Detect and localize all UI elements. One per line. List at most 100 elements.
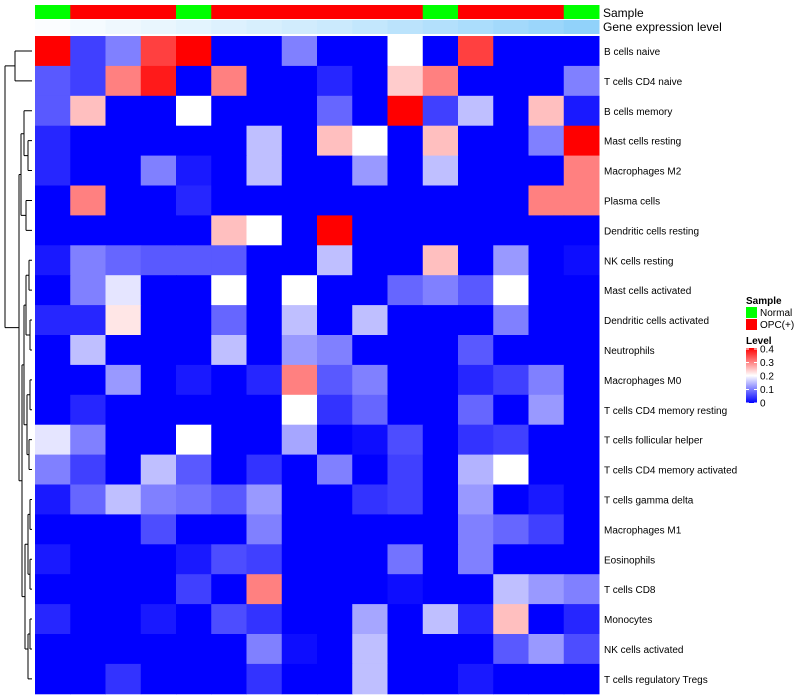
legend-opc-swatch <box>746 319 757 330</box>
heatmap-cell <box>493 634 529 665</box>
heatmap-cell <box>70 364 106 396</box>
heatmap-cell <box>105 95 142 127</box>
heatmap-cell <box>528 574 565 605</box>
heatmap-cell <box>246 484 283 515</box>
row-label: Dendritic cells resting <box>604 226 699 237</box>
heatmap-cell <box>493 215 529 246</box>
heatmap-cell <box>387 335 424 366</box>
heatmap-cell <box>528 215 565 246</box>
heatmap-cell <box>70 36 106 67</box>
heatmap-cell <box>35 275 71 306</box>
heatmap-cell <box>35 364 71 396</box>
heatmap-cell <box>493 604 529 635</box>
heatmap-cell <box>563 95 600 127</box>
heatmap-cell <box>211 185 247 216</box>
heatmap-cell <box>317 514 353 545</box>
heatmap-cell <box>176 155 212 186</box>
heatmap-cell <box>105 514 142 545</box>
heatmap-cell <box>70 275 106 306</box>
heatmap-cell <box>140 215 177 246</box>
level-cell <box>140 20 177 34</box>
heatmap-cell <box>246 454 283 485</box>
row-label: Monocytes <box>604 615 652 626</box>
heatmap-cell <box>246 364 283 396</box>
heatmap-cell <box>352 484 388 515</box>
heatmap-cell <box>211 245 247 276</box>
level-cell <box>458 20 494 34</box>
heatmap-cell <box>281 275 318 306</box>
heatmap-cell <box>528 514 565 545</box>
heatmap-cell <box>211 155 247 186</box>
level-cell <box>176 20 212 34</box>
sample-cell <box>422 5 459 19</box>
heatmap-cell <box>352 245 388 276</box>
heatmap-cell <box>246 275 283 306</box>
heatmap-cell <box>528 544 565 575</box>
sample-cell <box>458 5 494 19</box>
heatmap-cell <box>422 185 459 216</box>
heatmap-cell <box>211 574 247 605</box>
heatmap-cell <box>528 335 565 366</box>
heatmap-cell <box>281 663 318 695</box>
heatmap-cell <box>422 155 459 186</box>
heatmap-cell <box>281 185 318 216</box>
heatmap-cell <box>458 185 494 216</box>
heatmap-cell <box>140 36 177 67</box>
sample-cell <box>246 5 283 19</box>
heatmap-cell <box>140 544 177 575</box>
sample-cell <box>493 5 529 19</box>
level-cell <box>281 20 318 34</box>
heatmap-cell <box>281 65 318 97</box>
heatmap-cell <box>35 125 71 157</box>
heatmap-cell <box>493 663 529 695</box>
heatmap-cell <box>528 36 565 67</box>
heatmap-cell <box>352 394 388 426</box>
heatmap-cell <box>422 514 459 545</box>
row-label: T cells gamma delta <box>604 495 694 506</box>
heatmap-cell <box>493 335 529 366</box>
heatmap-cell <box>317 544 353 575</box>
heatmap-cell <box>422 335 459 366</box>
heatmap-cell <box>493 245 529 276</box>
heatmap-cell <box>352 514 388 545</box>
heatmap-cell <box>211 663 247 695</box>
heatmap-cell <box>387 364 424 396</box>
heatmap-cell <box>458 574 494 605</box>
heatmap-cell <box>211 604 247 635</box>
row-label: Macrophages M2 <box>604 167 682 178</box>
legend-tick-label: 0.4 <box>760 345 774 356</box>
row-label: B cells naive <box>604 47 661 58</box>
heatmap-cell <box>317 364 353 396</box>
heatmap-cell <box>35 484 71 515</box>
heatmap-cell <box>422 36 459 67</box>
heatmap-cell <box>563 275 600 306</box>
heatmap-cell <box>493 394 529 426</box>
heatmap-cell <box>458 305 494 336</box>
heatmap-cell <box>563 155 600 186</box>
heatmap-cell <box>105 394 142 426</box>
heatmap-cell <box>211 634 247 665</box>
level-cell <box>493 20 529 34</box>
heatmap-cell <box>140 484 177 515</box>
heatmap-cell <box>387 514 424 545</box>
sample-cell <box>563 5 600 19</box>
heatmap-cell <box>422 275 459 306</box>
heatmap-cell <box>105 65 142 97</box>
heatmap-cell <box>563 484 600 515</box>
heatmap-cell <box>35 305 71 336</box>
heatmap-cell <box>176 335 212 366</box>
heatmap-cell <box>35 36 71 67</box>
row-label: Mast cells activated <box>604 286 691 297</box>
heatmap-cell <box>422 245 459 276</box>
heatmap-cell <box>528 155 565 186</box>
row-label: T cells CD8 <box>604 585 656 596</box>
heatmap-cell <box>70 484 106 515</box>
heatmap-cell <box>563 454 600 485</box>
heatmap-cell <box>70 95 106 127</box>
heatmap-cell <box>458 36 494 67</box>
heatmap-cell <box>458 604 494 635</box>
heatmap-cell <box>352 215 388 246</box>
heatmap-cell <box>211 275 247 306</box>
heatmap-cell <box>352 125 388 157</box>
heatmap-cell <box>422 305 459 336</box>
